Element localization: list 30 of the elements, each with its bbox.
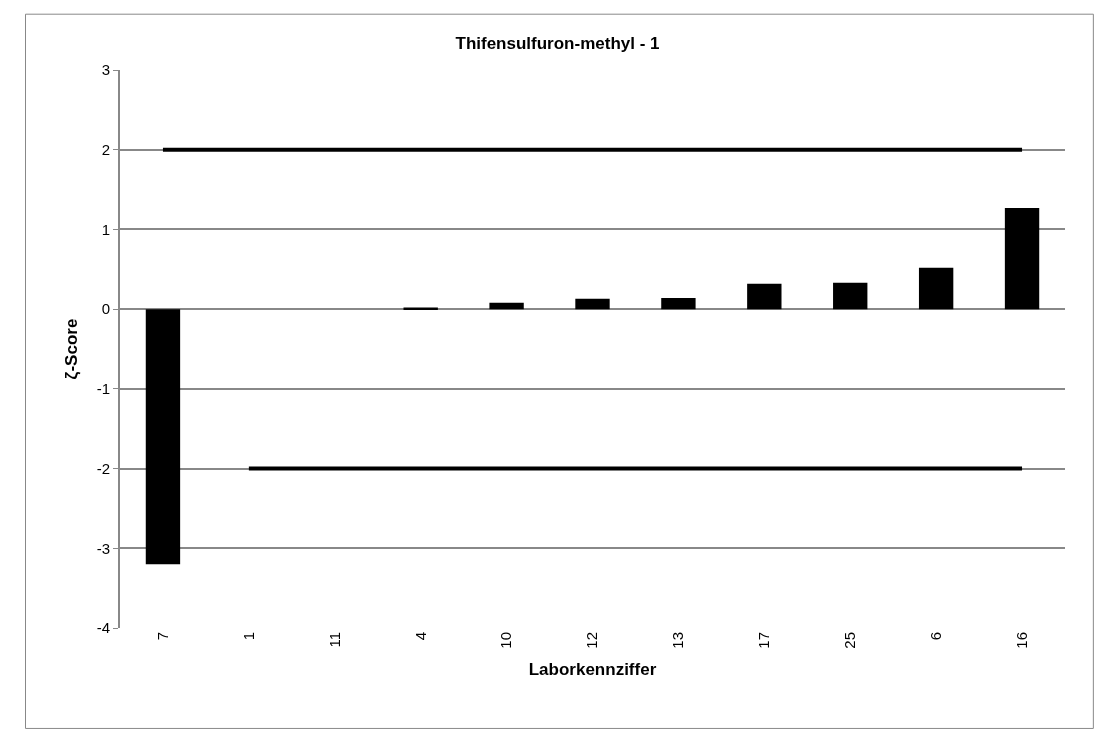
y-tick-label: -3: [96, 539, 110, 557]
x-tick-label: 10: [497, 632, 515, 649]
x-tick-label: 13: [669, 632, 687, 649]
chart-title: Thifensulfuron-methyl - 1: [455, 33, 660, 53]
y-tick-label: -2: [96, 459, 110, 477]
bar: [918, 267, 954, 310]
x-tick-label: 11: [325, 632, 343, 648]
x-tick-label: 25: [841, 632, 859, 649]
x-axis-title: Laborkennziffer: [528, 660, 657, 680]
y-tick-label: 1: [101, 220, 110, 238]
bar: [575, 298, 610, 310]
x-tick-label: 7: [153, 632, 171, 641]
x-tick-label: 6: [927, 632, 945, 641]
x-tick-label: 16: [1012, 632, 1030, 649]
bar: [833, 282, 868, 310]
y-tick-label: 3: [101, 61, 110, 79]
bar: [489, 302, 524, 310]
bar: [661, 297, 696, 310]
y-axis-title: ζ-Score: [61, 318, 81, 380]
bar: [145, 309, 181, 565]
x-tick-label: 12: [583, 632, 601, 649]
y-tick-label: 2: [101, 140, 110, 158]
x-tick-label: 4: [411, 632, 429, 641]
bar: [1004, 207, 1040, 310]
x-tick-label: 17: [755, 632, 773, 649]
bar: [747, 283, 782, 310]
y-tick-label: 0: [101, 300, 110, 318]
y-tick-label: -1: [96, 380, 110, 398]
y-tick-label: -4: [96, 619, 110, 637]
x-tick-label: 1: [239, 632, 257, 641]
